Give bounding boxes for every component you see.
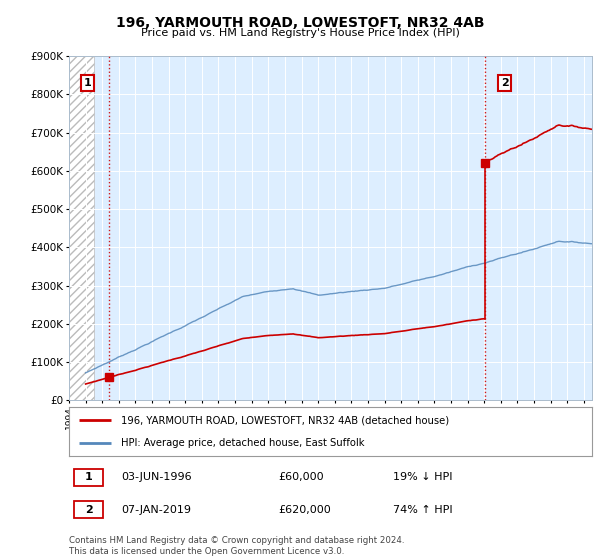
Text: 196, YARMOUTH ROAD, LOWESTOFT, NR32 4AB (detached house): 196, YARMOUTH ROAD, LOWESTOFT, NR32 4AB …: [121, 416, 449, 426]
Text: 19% ↓ HPI: 19% ↓ HPI: [394, 473, 453, 483]
Text: HPI: Average price, detached house, East Suffolk: HPI: Average price, detached house, East…: [121, 438, 365, 448]
Text: £60,000: £60,000: [278, 473, 324, 483]
Text: 07-JAN-2019: 07-JAN-2019: [121, 505, 191, 515]
Text: 74% ↑ HPI: 74% ↑ HPI: [394, 505, 453, 515]
Text: £620,000: £620,000: [278, 505, 331, 515]
Bar: [74, 501, 103, 518]
Text: 196, YARMOUTH ROAD, LOWESTOFT, NR32 4AB: 196, YARMOUTH ROAD, LOWESTOFT, NR32 4AB: [116, 16, 484, 30]
Text: 1: 1: [85, 473, 92, 483]
Text: Contains HM Land Registry data © Crown copyright and database right 2024.
This d: Contains HM Land Registry data © Crown c…: [69, 536, 404, 556]
Bar: [69, 56, 94, 400]
Text: 03-JUN-1996: 03-JUN-1996: [121, 473, 192, 483]
Text: Price paid vs. HM Land Registry's House Price Index (HPI): Price paid vs. HM Land Registry's House …: [140, 28, 460, 38]
Text: 2: 2: [85, 505, 92, 515]
Bar: [74, 469, 103, 486]
Text: 1: 1: [84, 78, 91, 88]
Text: 2: 2: [500, 78, 508, 88]
